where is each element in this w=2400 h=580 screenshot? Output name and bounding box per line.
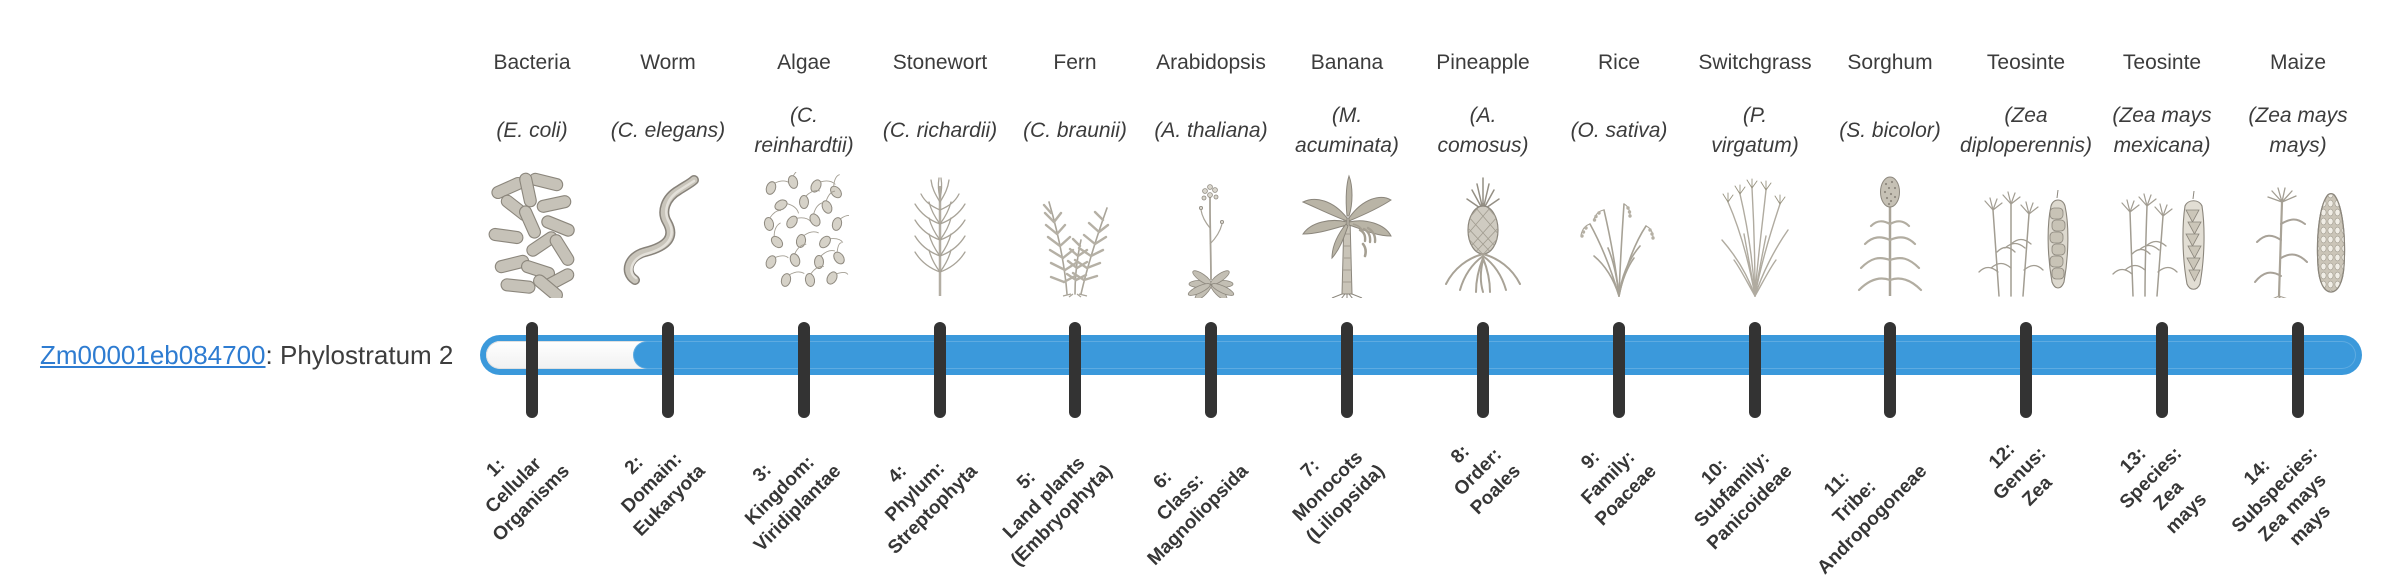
organism-sci-name: (C. reinhardtii): [754, 104, 854, 157]
switchgrass-icon: [1680, 172, 1830, 298]
organism-column-teosinte-mexicana: Teosinte (Zea mays mexicana): [2087, 48, 2237, 298]
organism-name: Bacteria: [493, 51, 571, 74]
organism-column-switchgrass: Switchgrass (P. virgatum): [1680, 48, 1830, 298]
organism-name: Banana: [1310, 51, 1384, 74]
stratum-tick-12: [2020, 322, 2032, 418]
stratum-label-3: 3: Kingdom: Viridiplantae: [741, 451, 846, 557]
worm-icon: [593, 172, 743, 298]
stonewort-icon: [865, 172, 1015, 298]
stratum-tick-9: [1613, 322, 1625, 418]
organism-column-worm: Worm (C. elegans): [593, 48, 743, 298]
organism-sci-name: (C. elegans): [610, 119, 726, 142]
stratum-label-8: 8: Order: Poales: [1446, 441, 1525, 519]
organism-name: Teosinte: [2122, 51, 2202, 74]
organism-sci-name: (P. virgatum): [1711, 104, 1799, 157]
organism-column-sorghum: Sorghum (S. bicolor): [1815, 48, 1965, 298]
organism-sci-name: (C. braunii): [1023, 119, 1127, 142]
organism-column-arabidopsis: Arabidopsis (A. thaliana): [1136, 48, 1286, 298]
stratum-label-14: 14: Subspecies: Zea mays mays: [2227, 443, 2335, 551]
organism-name: Arabidopsis: [1156, 51, 1266, 74]
stratum-label-4: 4: Phylum: Streptophyta: [881, 458, 982, 559]
stratum-tick-3: [798, 322, 810, 418]
teosinte-diploperennis-icon: [1951, 172, 2101, 298]
organism-column-maize: Maize (Zea mays mays): [2223, 48, 2373, 298]
algae-icon: [729, 172, 879, 298]
stratum-label-11: 11: Tribe: Andropogoneae: [1813, 460, 1932, 579]
phylostratum-bar-unfilled-segment: [486, 341, 660, 369]
stratum-label-2: 2: Domain: Eukaryota: [617, 448, 710, 541]
organism-name: Worm: [640, 51, 696, 74]
organism-name: Teosinte: [1986, 51, 2066, 74]
organism-column-banana: Banana (M. acuminata): [1272, 48, 1422, 298]
organism-name: Stonewort: [892, 51, 988, 74]
organism-column-fern: Fern (C. braunii): [1000, 48, 1150, 298]
organism-column-stonewort: Stonewort (C. richardii): [865, 48, 1015, 298]
stratum-tick-1: [526, 322, 538, 418]
organism-name: Sorghum: [1847, 51, 1933, 74]
stratum-tick-7: [1341, 322, 1353, 418]
gene-label: Zm00001eb084700: Phylostratum 2: [40, 337, 453, 373]
organism-column-pineapple: Pineapple (A. comosus): [1408, 48, 1558, 298]
bacteria-icon: [457, 172, 607, 298]
stratum-tick-2: [662, 322, 674, 418]
organism-sci-name: (M. acuminata): [1295, 104, 1399, 157]
pineapple-icon: [1408, 172, 1558, 298]
organism-sci-name: (Zea diploperennis): [1960, 104, 2092, 157]
stratum-tick-11: [1884, 322, 1896, 418]
organism-name: Fern: [1053, 51, 1097, 74]
organism-name: Maize: [2269, 51, 2327, 74]
stratum-tick-6: [1205, 322, 1217, 418]
stratum-tick-13: [2156, 322, 2168, 418]
stratum-label-1: 1: Cellular Organisms: [481, 453, 574, 546]
stratum-label-5: 5: Land plants (Embryophyta): [998, 452, 1117, 571]
stratum-label-13: 13: Species: Zea mays: [2115, 443, 2211, 539]
stratum-label-6: 6: Class: Magnoliopsida: [1143, 460, 1253, 570]
rice-icon: [1544, 172, 1694, 298]
stratum-tick-5: [1069, 322, 1081, 418]
organism-sci-name: (Zea mays mays): [2248, 104, 2348, 157]
stratum-label-7: 7: Monocots (Liliopsida): [1288, 447, 1389, 548]
organism-sci-name: (E. coli): [496, 119, 568, 142]
teosinte-mexicana-icon: [2087, 172, 2237, 298]
organism-name: Algae: [777, 51, 831, 74]
maize-icon: [2223, 172, 2373, 298]
organism-sci-name: (A. comosus): [1437, 104, 1529, 157]
organism-sci-name: (S. bicolor): [1839, 119, 1941, 142]
organism-column-bacteria: Bacteria (E. coli): [457, 48, 607, 298]
organism-column-teosinte-diploperennis: Teosinte (Zea diploperennis): [1951, 48, 2101, 298]
organism-sci-name: (A. thaliana): [1154, 119, 1268, 142]
stratum-tick-14: [2292, 322, 2304, 418]
stratum-tick-4: [934, 322, 946, 418]
organism-column-algae: Algae (C. reinhardtii): [729, 48, 879, 298]
stratum-tick-8: [1477, 322, 1489, 418]
arabidopsis-icon: [1136, 172, 1286, 298]
stratum-label-10: 10: Subfamily: Panicoideae: [1690, 447, 1797, 555]
organism-name: Pineapple: [1436, 51, 1530, 74]
gene-id-link[interactable]: Zm00001eb084700: [40, 340, 266, 370]
stratum-tick-10: [1749, 322, 1761, 418]
organism-name: Switchgrass: [1698, 51, 1812, 74]
fern-icon: [1000, 172, 1150, 298]
banana-icon: [1272, 172, 1422, 298]
organism-sci-name: (O. sativa): [1570, 119, 1668, 142]
organism-name: Rice: [1597, 51, 1640, 74]
stratum-label-9: 9: Family: Poaceae: [1577, 446, 1661, 531]
gene-phylostratum-text: : Phylostratum 2: [265, 340, 454, 370]
stratum-label-12: 12: Genus: Zea: [1984, 438, 2057, 511]
sorghum-icon: [1815, 172, 1965, 298]
organism-sci-name: (C. richardii): [882, 119, 998, 142]
organism-column-rice: Rice (O. sativa): [1544, 48, 1694, 298]
organism-sci-name: (Zea mays mexicana): [2112, 104, 2212, 157]
phylostratum-bar-filled-segment: [633, 341, 2356, 369]
